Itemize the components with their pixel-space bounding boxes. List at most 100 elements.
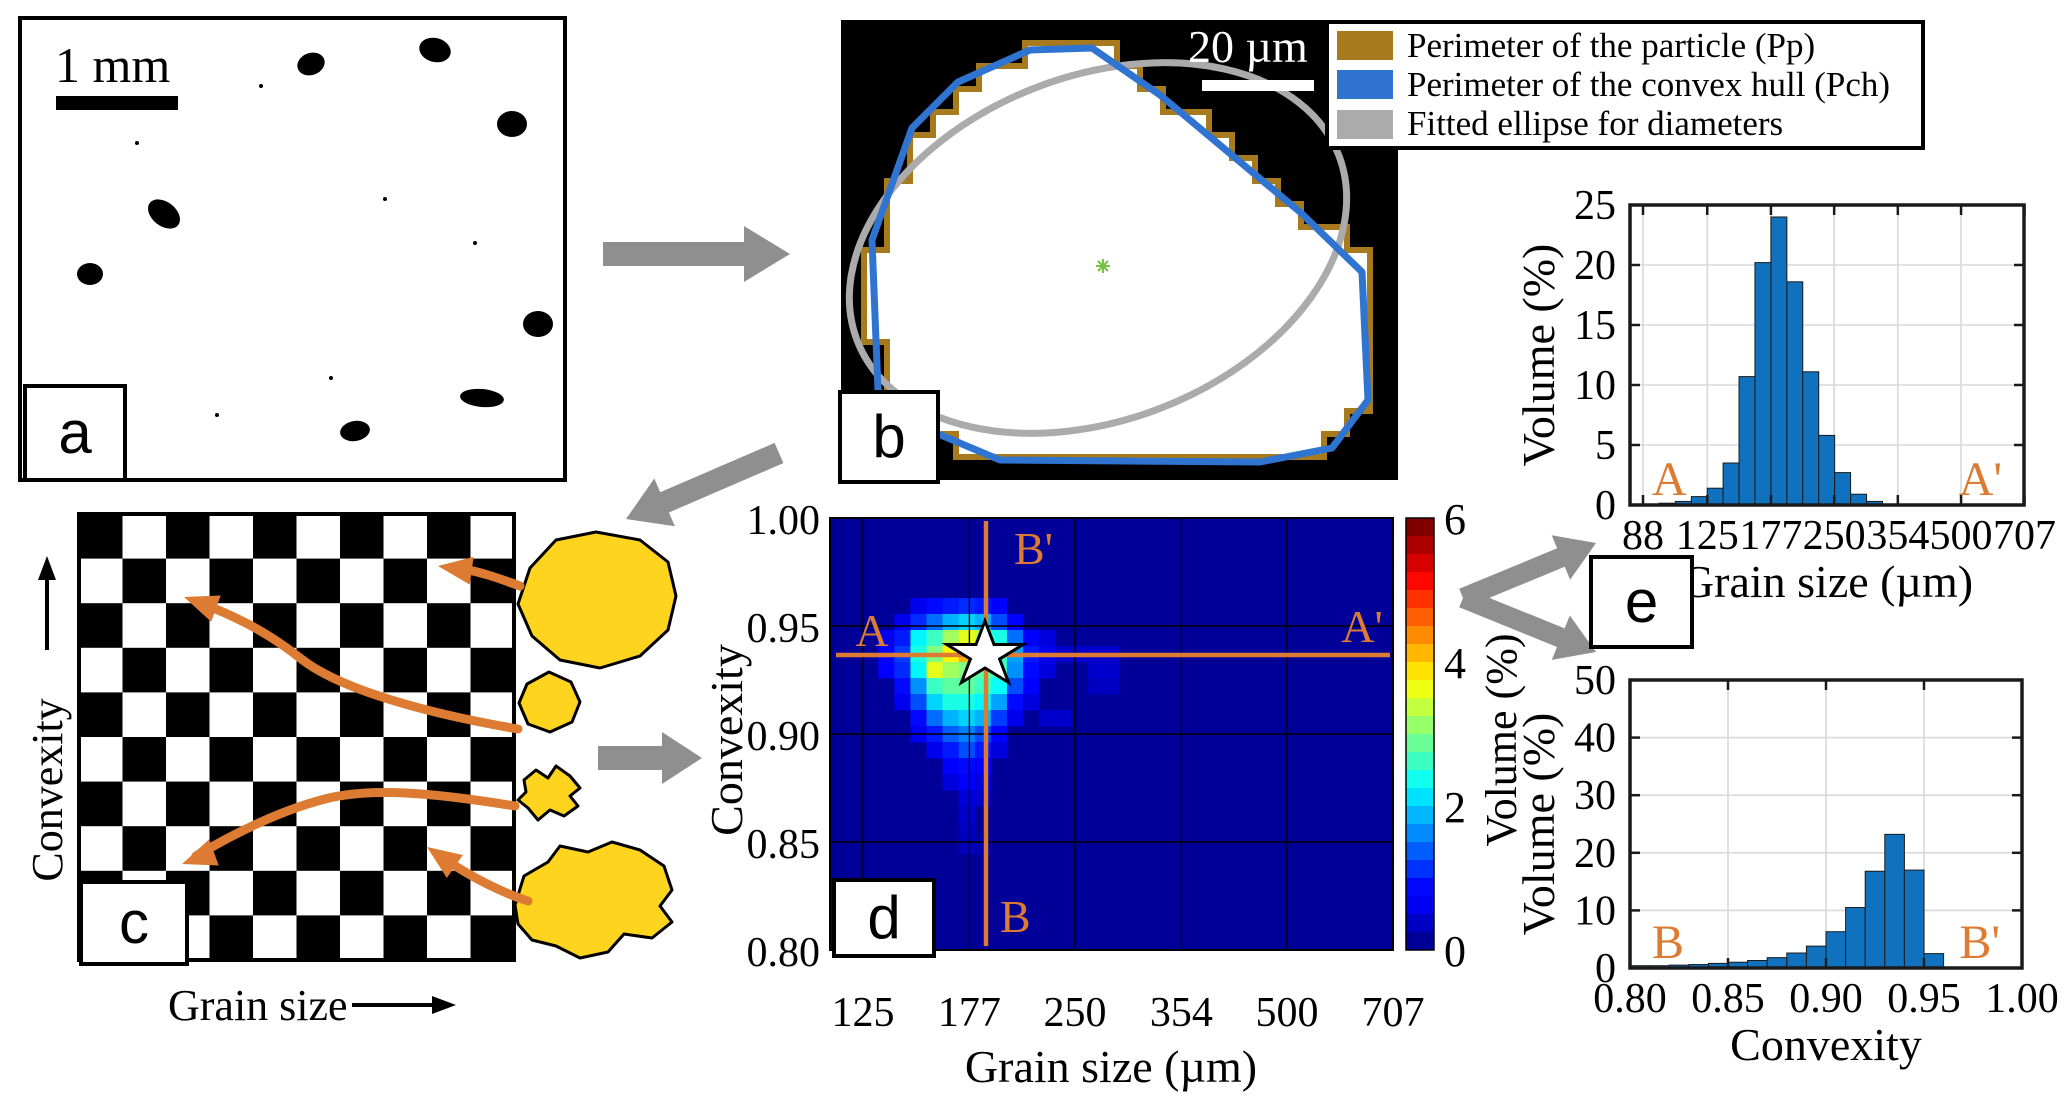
orange-arrowhead	[427, 847, 463, 878]
heatmap-cell	[1006, 678, 1024, 695]
heatmap-cell	[942, 598, 960, 615]
particle-sketch	[516, 530, 678, 670]
heatmap-cell	[942, 678, 960, 695]
arrow-b-to-c	[626, 442, 784, 527]
histogram-bar	[1825, 931, 1847, 969]
legend-label: Fitted ellipse for diameters	[1407, 104, 1784, 144]
particle-sketch	[517, 670, 582, 734]
heatmap-cell	[910, 678, 927, 695]
section-label-A2: A'	[1341, 601, 1383, 652]
particle-perimeter-swatch	[1337, 31, 1393, 61]
checkerboard-cell	[383, 647, 428, 693]
checkerboard-cell	[383, 737, 428, 783]
checkerboard-cell	[79, 781, 123, 827]
histogram-bar	[1864, 870, 1886, 969]
colorbar-tick-label: 4	[1444, 639, 1466, 688]
checkerboard-cell	[383, 514, 428, 560]
checkerboard-cell	[122, 647, 167, 693]
checkerboard-cell	[470, 514, 515, 560]
panel-c-label: c	[79, 880, 189, 966]
heatmap-cell	[926, 614, 943, 631]
checkerboard-cell	[427, 915, 471, 961]
checkerboard-cell	[79, 514, 123, 560]
checkerboard-cell	[340, 558, 384, 604]
convexity-axis-label: Convexity	[23, 698, 72, 881]
panel-e-top-histogram: 88 125 177 250 354 500 707 0 5 10 15 20 25 Grain size…	[1513, 183, 2056, 607]
heatmap-cell	[958, 774, 976, 791]
colorbar-step	[1406, 518, 1434, 537]
colorbar-step	[1406, 644, 1434, 663]
y-axis-label: Convexity	[701, 644, 752, 836]
orange-arrowhead	[438, 556, 474, 585]
heatmap-cell	[958, 742, 976, 759]
histogram-bar	[1722, 462, 1740, 506]
checkerboard-cell	[427, 603, 471, 649]
binary-particle	[297, 52, 325, 76]
panel-e-label: e	[1589, 555, 1694, 649]
checkerboard-cell	[122, 781, 167, 827]
heatmap-cell	[990, 710, 1008, 727]
checkerboard-cell	[383, 870, 428, 916]
heatmap-cell	[974, 598, 992, 615]
histogram-bar	[1845, 907, 1866, 969]
convexity-axis-arrowhead	[38, 556, 56, 580]
arrow-d-to-e-top	[1459, 535, 1596, 608]
grain-size-axis-arrowhead	[432, 996, 456, 1014]
checkerboard-cell	[427, 870, 471, 916]
checkerboard-cell	[340, 514, 384, 560]
colorbar: 6 4 2 0 Volume (%)	[1405, 495, 1526, 976]
speck	[329, 376, 333, 380]
checkerboard-cell	[253, 692, 297, 738]
checkerboard-cell	[209, 692, 254, 738]
scale-bar	[56, 96, 178, 110]
y-axis-label: Volume (%)	[1513, 713, 1564, 936]
heatmap-cell	[910, 598, 927, 615]
x-axis-label: Convexity	[1730, 1019, 1922, 1070]
speck	[215, 413, 219, 417]
heatmap-cell	[974, 678, 992, 695]
checkerboard-cell	[253, 915, 297, 961]
checkerboard-cell	[79, 558, 123, 604]
heatmap-cell	[1023, 630, 1040, 647]
panel-a-label: a	[23, 384, 127, 482]
heatmap-cell	[1023, 678, 1040, 695]
histogram-bar	[1754, 262, 1772, 506]
grain-size-axis-label: Grain size	[168, 981, 348, 1030]
heatmap-cell	[990, 742, 1008, 759]
heatmap-cell	[958, 806, 976, 823]
histogram-bar	[1738, 376, 1756, 506]
heatmap-cell	[990, 694, 1008, 711]
heatmap-cell	[910, 614, 927, 631]
speck	[135, 141, 139, 145]
colorbar-step	[1406, 626, 1434, 645]
colorbar-step	[1406, 878, 1434, 897]
binary-particle	[419, 37, 451, 63]
panel-c: Convexity Grain size	[23, 512, 678, 1030]
legend-item: Perimeter of the convex hull (Pch)	[1329, 65, 1921, 104]
x-tick-label: 177	[1739, 513, 1802, 559]
y-axis-label: Volume (%)	[1513, 244, 1564, 467]
x-tick-label: 354	[1866, 513, 1929, 559]
checkerboard-cell	[383, 826, 428, 872]
colorbar-label: Volume (%)	[1477, 633, 1526, 846]
heatmap-cell	[910, 694, 927, 711]
section-label: A	[1652, 453, 1687, 506]
x-tick-label: 88	[1622, 513, 1664, 559]
checkerboard-frame	[77, 512, 516, 962]
mapping-arrows	[191, 563, 533, 906]
checkerboard-cell	[427, 737, 471, 783]
heatmap-cell	[974, 838, 992, 855]
legend-item: Fitted ellipse for diameters	[1329, 104, 1921, 144]
x-tick-label: 707	[1993, 513, 2056, 559]
heatmap-cell	[990, 678, 1008, 695]
x-tick-label: 707	[1361, 990, 1424, 1036]
checkerboard-cell	[79, 603, 123, 649]
checkerboard-cell	[296, 692, 341, 738]
heatmap-cell	[926, 598, 943, 615]
scale-bar-label: 20 µm	[1188, 21, 1308, 72]
y-tick-label: 15	[1574, 303, 1616, 349]
y-tick-label: 0.95	[747, 606, 821, 652]
checkerboard-cell	[427, 514, 471, 560]
colorbar-step	[1406, 932, 1434, 951]
